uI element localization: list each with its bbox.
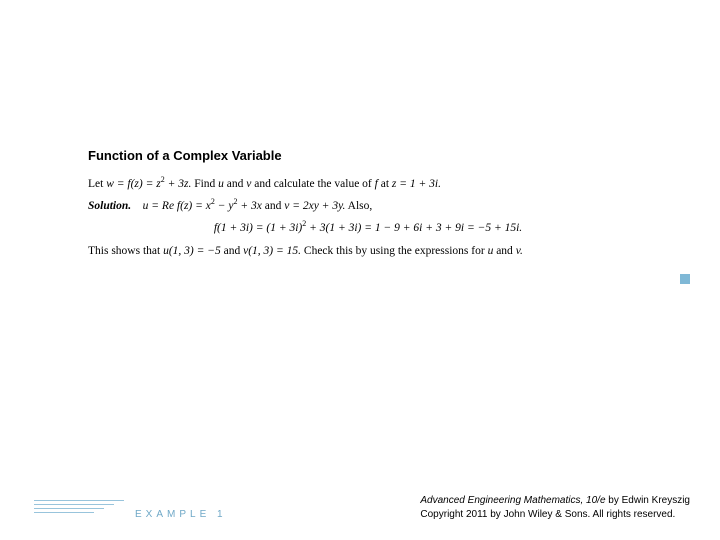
text: and: [224, 178, 246, 190]
text: and: [221, 245, 243, 257]
text: Also,: [345, 200, 372, 212]
text: v(1, 3) = 15.: [243, 245, 301, 257]
qed-square-icon: [680, 274, 690, 284]
text: f(1 + 3i) = (1 + 3i): [214, 222, 302, 234]
text: u = Re f(z) = x: [143, 200, 211, 212]
decor-line: [34, 512, 94, 513]
solution-line: Solution. u = Re f(z) = x2 − y2 + 3x and…: [88, 197, 648, 217]
book-title: Advanced Engineering Mathematics, 10/e: [420, 495, 605, 506]
decorative-lines: [34, 500, 124, 516]
decor-line: [34, 504, 114, 505]
text: w = f(z) = z: [106, 178, 161, 190]
text: v = 2xy + 3y.: [284, 200, 345, 212]
text: + 3x: [238, 200, 262, 212]
copyright-block: Advanced Engineering Mathematics, 10/e b…: [420, 494, 690, 522]
equation-line: f(1 + 3i) = (1 + 3i)2 + 3(1 + 3i) = 1 − …: [88, 218, 648, 240]
text: and: [493, 245, 515, 257]
text: and: [262, 200, 284, 212]
text: and calculate the value of: [251, 178, 374, 190]
text: + 3(1 + 3i) = 1 − 9 + 6i + 3 + 9i = −5 +…: [306, 222, 522, 234]
copyright-text: Copyright 2011 by John Wiley & Sons. All…: [420, 509, 675, 520]
problem-statement: Let w = f(z) = z2 + 3z. Find u and v and…: [88, 175, 648, 195]
text: u(1, 3) = −5: [163, 245, 221, 257]
text: This shows that: [88, 245, 163, 257]
text: + 3z.: [165, 178, 192, 190]
text: Find: [191, 178, 218, 190]
closing-line: This shows that u(1, 3) = −5 and v(1, 3)…: [88, 242, 648, 262]
example-number-label: EXAMPLE 1: [135, 509, 227, 520]
decor-line: [34, 508, 104, 509]
author: by Edwin Kreyszig: [606, 495, 690, 506]
decor-line: [34, 500, 124, 501]
example-title: Function of a Complex Variable: [88, 148, 648, 163]
solution-label: Solution.: [88, 200, 131, 212]
example-content: Function of a Complex Variable Let w = f…: [88, 148, 648, 263]
text: z = 1 + 3i.: [392, 178, 441, 190]
text: at: [378, 178, 392, 190]
text: v.: [516, 245, 523, 257]
text: − y: [215, 200, 234, 212]
text: Check this by using the expressions for: [301, 245, 488, 257]
text: Let: [88, 178, 106, 190]
